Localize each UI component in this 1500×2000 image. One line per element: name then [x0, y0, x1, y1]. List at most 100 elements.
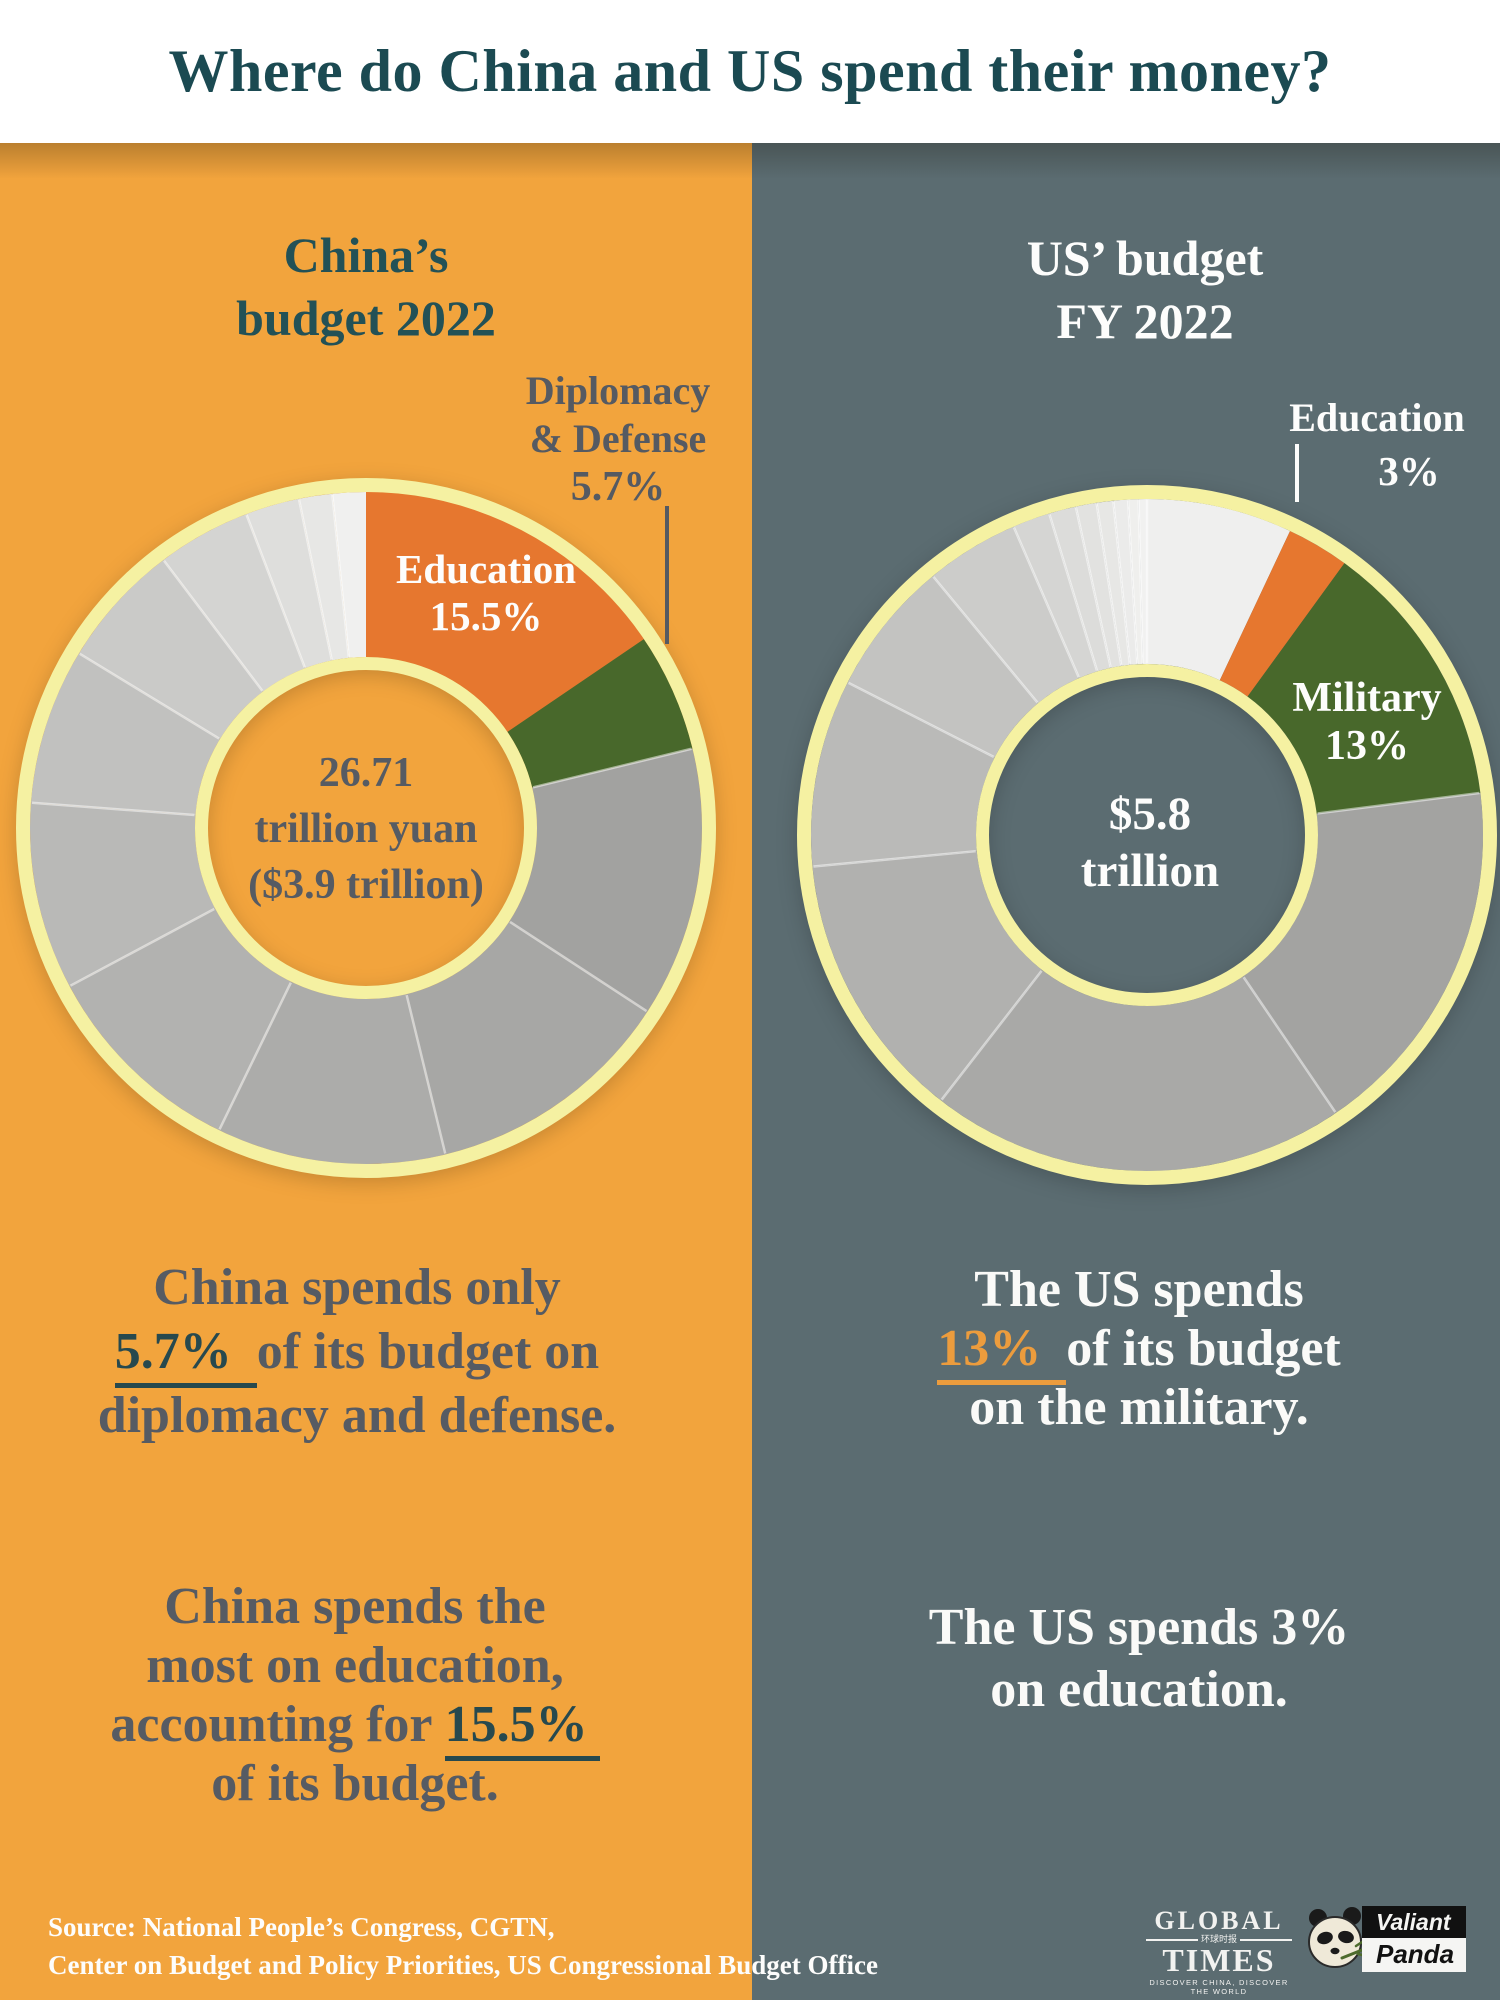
china-heading-line1: China’s [283, 227, 449, 283]
global-times-divider: 环球时报 [1146, 1934, 1293, 1944]
global-times-tagline: DISCOVER CHINA, DISCOVER THE WORLD [1149, 1978, 1289, 1996]
us-heading-line2: FY 2022 [1056, 293, 1234, 349]
china-callout-diplomacy-defense: Diplomacy & Defense 5.7% [468, 367, 768, 511]
pie-segment-divider [69, 907, 215, 987]
pie-segment-divider [331, 494, 350, 657]
pie-segment-education [1219, 530, 1345, 697]
pie-segment-other [941, 970, 1336, 1172]
us-donut-chart [797, 485, 1497, 1185]
china-defense-percent-highlight: 5.7% [114, 1323, 257, 1388]
china-center-line2: trillion yuan [254, 806, 478, 852]
china-education-label-line1: Education [396, 546, 576, 592]
us-donut-center-value: $5.8 trillion [950, 786, 1350, 900]
pie-segment-other [1075, 502, 1122, 668]
donut-outer-ring [16, 478, 716, 1178]
pie-segment-divider [31, 801, 195, 817]
us-military-label-line1: Military [1292, 675, 1442, 721]
us-statement-military: The US spends 13% of its budget on the m… [839, 1260, 1439, 1437]
valiant-panda-word1: Valiant [1362, 1906, 1467, 1938]
china-statement-education-line4: of its budget. [211, 1755, 499, 1812]
china-center-line3: ($3.9 trillion) [248, 862, 484, 908]
pie-segment-divider [509, 920, 648, 1013]
pie-segment-other [1113, 499, 1138, 665]
global-times-seal: 环球时报 [1201, 1934, 1238, 1944]
china-statement-education-line1: China spends the [164, 1578, 546, 1635]
pie-segment-divider [532, 747, 692, 789]
pie-segment-divider [218, 982, 292, 1130]
china-statement-defense-line2-rest: of its budget on [256, 1323, 600, 1380]
source-note: Source: National People’s Congress, CGTN… [48, 1908, 1048, 1984]
pie-segment-other [406, 921, 648, 1155]
donut-inner-ring [976, 664, 1318, 1006]
china-statement-defense-line1: China spends only [153, 1259, 561, 1316]
china-callout-percent: 5.7% [570, 464, 666, 510]
global-times-rule-right [1240, 1938, 1293, 1941]
us-military-label-line2: 13% [1325, 723, 1409, 769]
pie-segment-other [812, 851, 1043, 1101]
pie-segment-divider [1242, 976, 1337, 1113]
pie-segment-divider [1074, 507, 1112, 668]
pie-segment-divider [79, 652, 220, 740]
china-statement-defense: China spends only 5.7% of its budget on … [57, 1256, 657, 1448]
pie-segment-other [332, 492, 366, 658]
valiant-panda-wordmark: Valiant Panda [1362, 1906, 1467, 1972]
us-statement-education: The US spends 3% on education. [839, 1597, 1439, 1721]
us-military-label: Military 13% [1217, 674, 1500, 770]
pie-segment-other [1147, 499, 1291, 681]
us-center-line2: trillion [1080, 845, 1220, 897]
china-center-line1: 26.71 [318, 750, 414, 796]
pie-segment-other [1049, 506, 1111, 672]
china-statement-defense-line3: diplomacy and defense. [97, 1387, 617, 1444]
donut-outer-ring [797, 485, 1497, 1185]
pie-segment-education [366, 492, 644, 732]
pie-segment-other [163, 514, 306, 692]
pie-segment-other [810, 682, 995, 867]
pie-segment-other [1096, 500, 1130, 666]
china-education-percent-highlight: 15.5% [444, 1696, 600, 1761]
us-statement-military-line2-rest: of its budget [1066, 1320, 1341, 1377]
pie-segment-divider [163, 559, 264, 692]
global-times-rule-left [1146, 1938, 1198, 1941]
pie-segment-other [246, 498, 332, 669]
pie-segment-divider [932, 576, 1039, 704]
source-line2: Center on Budget and Policy Priorities, … [48, 1950, 878, 1980]
pie-segment-diplomacy-defense [507, 639, 693, 788]
us-leader-line [1295, 444, 1299, 502]
pie-segment-divider [1012, 527, 1080, 678]
us-statement-military-line2: 13% of its budget [839, 1319, 1439, 1385]
pie-segment-divider [1137, 500, 1144, 664]
pie-segment-other [1243, 792, 1483, 1113]
china-callout-line2: & Defense [529, 416, 707, 461]
china-education-label: Education 15.5% [336, 546, 636, 640]
pie-segment-divider [1126, 500, 1139, 664]
china-education-label-line2: 15.5% [429, 593, 543, 639]
us-statement-education-line2: on education. [990, 1661, 1288, 1718]
pie-segment-divider [245, 514, 306, 668]
pie-segment-divider [813, 849, 976, 868]
china-heading-line2: budget 2022 [236, 290, 496, 346]
pie-segment-other [69, 908, 292, 1131]
pie-segment-divider [847, 681, 995, 759]
valiant-panda-word2: Panda [1362, 1938, 1467, 1972]
pie-segment-other [219, 981, 446, 1165]
pie-segment-divider [1095, 503, 1123, 666]
china-statement-education-line3: accounting for 15.5% [55, 1695, 655, 1761]
china-statement-education: China spends the most on education, acco… [55, 1577, 655, 1813]
china-donut-chart [16, 478, 716, 1178]
pie-segment-other [30, 653, 220, 816]
pie-segment-other [29, 802, 216, 987]
china-donut-center-value: 26.71 trillion yuan ($3.9 trillion) [166, 745, 566, 913]
us-callout-education-percent: 3% [1378, 448, 1440, 494]
us-heading: US’ budget FY 2022 [845, 227, 1445, 353]
us-center-line1: $5.8 [1108, 788, 1192, 840]
china-panel-top-shadow [0, 143, 752, 179]
valiant-panda-logo: Valiant Panda [1304, 1906, 1467, 1972]
us-callout-education: Education [1289, 395, 1465, 440]
pie-segment-divider [297, 499, 333, 660]
global-times-word2: TIMES [1162, 1942, 1276, 1978]
pie-segment-divider [1317, 791, 1480, 815]
us-statement-military-line1: The US spends [974, 1261, 1304, 1318]
us-statement-military-line3: on the military. [969, 1379, 1309, 1436]
pie-segment-other [78, 559, 263, 740]
china-statement-education-line2: most on education, [146, 1637, 564, 1694]
